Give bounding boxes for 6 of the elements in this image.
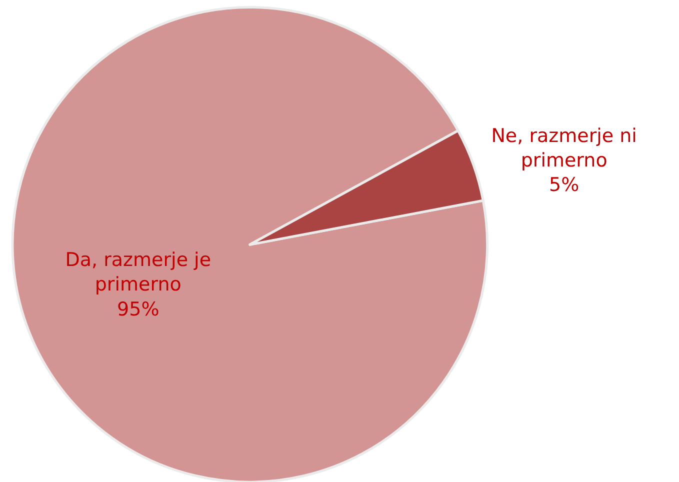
- data-label: 95%: [117, 298, 160, 320]
- data-label: 5%: [549, 174, 580, 196]
- pie-slice: [248, 129, 484, 246]
- pie-slice: [11, 6, 488, 482]
- slice-label: Ne, razmerje ni primerno: [491, 124, 637, 172]
- slice-label: Da, razmerje je primerno: [65, 248, 212, 296]
